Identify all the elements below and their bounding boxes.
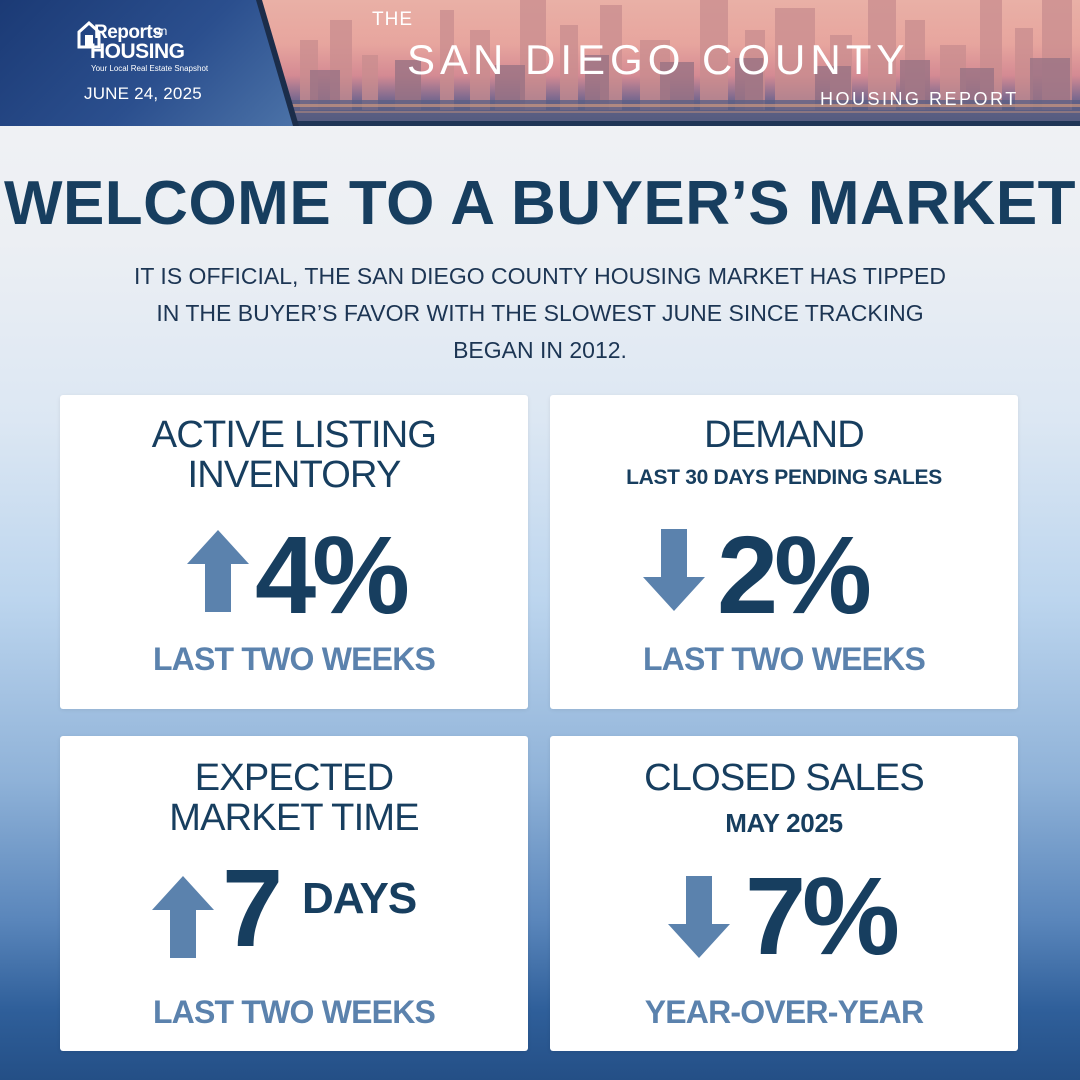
card-footer: LAST TWO WEEKS: [642, 641, 926, 677]
card-title-line: MARKET TIME: [169, 797, 419, 839]
page-headline: WELCOME TO A BUYER’S MARKET: [3, 169, 1077, 238]
intro-line: IT IS OFFICIAL, THE SAN DIEGO COUNTY HOU…: [134, 263, 946, 289]
metric-unit: DAYS: [302, 874, 417, 923]
card-closed-sales: CLOSED SALES MAY 2025 7% YEAR-OVER-YEAR: [550, 736, 1018, 1051]
intro-paragraph: IT IS OFFICIAL, THE SAN DIEGO COUNTY HOU…: [90, 258, 990, 369]
reports-on-housing-logo: Reports on HOUSING Your Local Real Estat…: [76, 18, 226, 78]
house-logo-icon: [77, 20, 101, 49]
card-footer: YEAR-OVER-YEAR: [644, 994, 924, 1030]
arrow-down-icon: [668, 876, 730, 958]
card-title: DEMAND: [704, 414, 865, 456]
card-subtitle: LAST 30 DAYS PENDING SALES: [626, 466, 942, 489]
report-subtitle: HOUSING REPORT: [820, 89, 1019, 109]
title-the: THE: [372, 9, 413, 30]
report-date: JUNE 24, 2025: [84, 84, 202, 103]
metric-value: 7: [222, 847, 283, 970]
card-title: ACTIVE LISTING INVENTORY: [60, 415, 528, 495]
logo-text-housing: HOUSING: [90, 40, 185, 63]
metric-value: 2%: [717, 514, 872, 637]
card-footer: LAST TWO WEEKS: [152, 641, 436, 677]
logo-text-reports: Reports: [94, 22, 163, 43]
header-banner: Reports on HOUSING Your Local Real Estat…: [0, 0, 1080, 126]
logo-tagline: Your Local Real Estate Snapshot: [91, 64, 209, 73]
card-title: CLOSED SALES: [644, 757, 925, 799]
logo-text-on: on: [154, 24, 168, 38]
arrow-down-icon: [643, 529, 705, 611]
card-active-listing-inventory: ACTIVE LISTING INVENTORY 4% LAST TWO WEE…: [60, 395, 528, 709]
card-footer: LAST TWO WEEKS: [152, 994, 436, 1030]
card-title-line: ACTIVE LISTING: [151, 414, 437, 456]
card-subtitle: MAY 2025: [725, 808, 843, 838]
card-title: EXPECTED MARKET TIME: [60, 758, 528, 838]
intro-line: BEGAN IN 2012.: [453, 337, 627, 363]
arrow-up-icon: [187, 530, 249, 612]
brand-panel: [0, 0, 295, 126]
metric-value: 7%: [745, 855, 900, 978]
arrow-up-icon: [152, 876, 214, 958]
header-bottom-band: [0, 121, 1080, 126]
card-demand: DEMAND LAST 30 DAYS PENDING SALES 2% LAS…: [550, 395, 1018, 709]
card-title-line: EXPECTED: [194, 757, 394, 799]
report-title: SAN DIEGO COUNTY: [407, 36, 910, 83]
card-title-line: INVENTORY: [187, 454, 401, 496]
card-expected-market-time: EXPECTED MARKET TIME 7 DAYS LAST TWO WEE…: [60, 736, 528, 1051]
metric-value: 4%: [255, 514, 410, 637]
intro-line: IN THE BUYER’S FAVOR WITH THE SLOWEST JU…: [156, 300, 924, 326]
